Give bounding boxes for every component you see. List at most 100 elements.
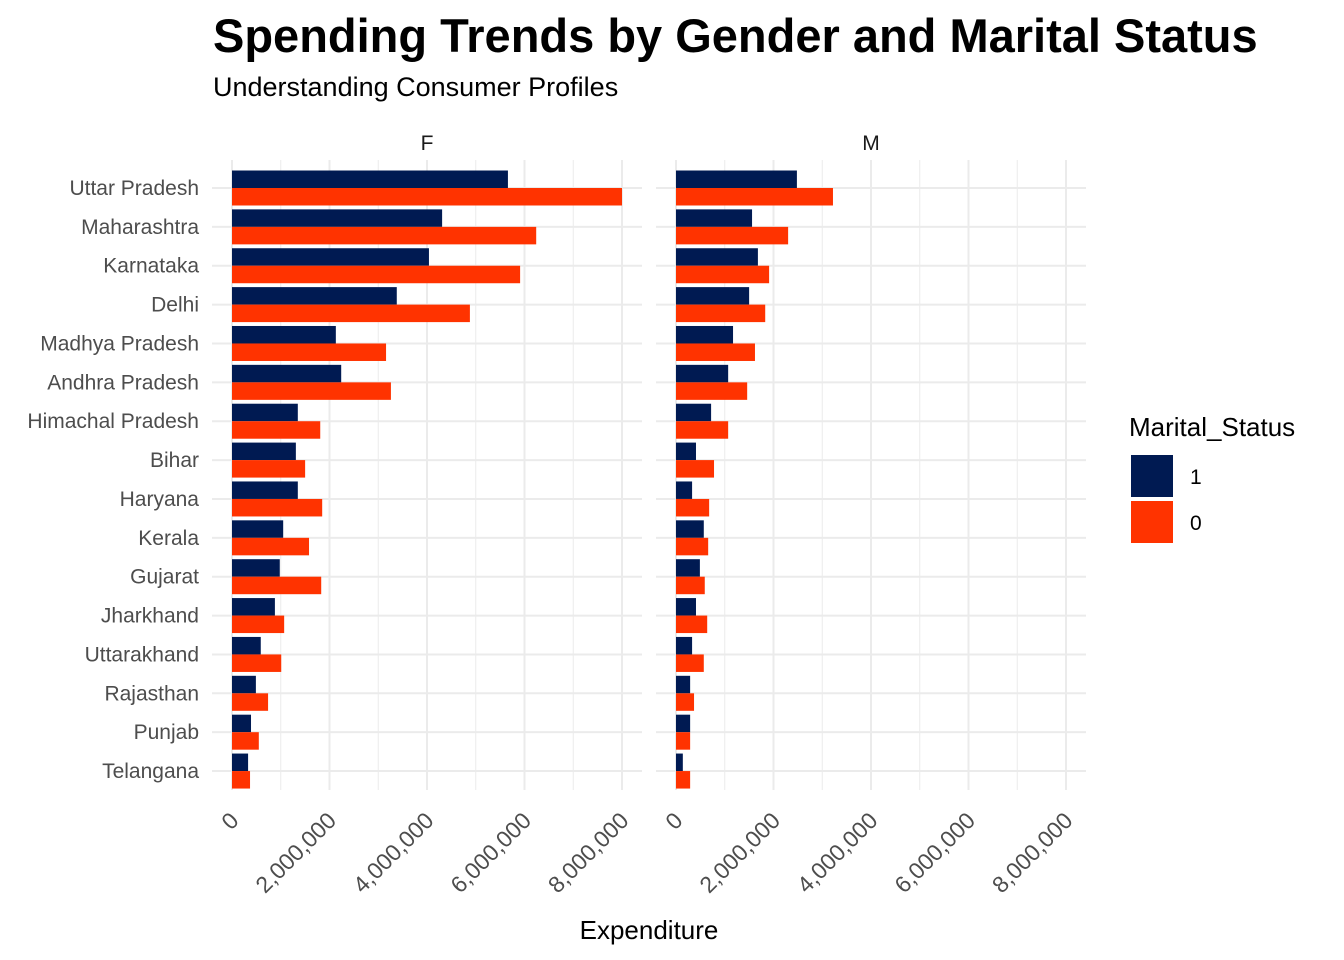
bar-F-status0-andhra-pradesh <box>232 382 391 400</box>
x-tick-label: 0 <box>660 807 687 834</box>
bar-F-status0-uttar-pradesh <box>232 188 622 206</box>
bar-M-status0-punjab <box>676 732 691 750</box>
y-tick-label: Uttarakhand <box>85 643 199 666</box>
bar-M-status0-madhya-pradesh <box>676 343 755 361</box>
bar-M-status0-gujarat <box>676 576 705 595</box>
bar-M-status0-uttarakhand <box>676 654 704 672</box>
facet-label-F: F <box>421 132 434 155</box>
bar-F-status1-uttarakhand <box>232 636 261 655</box>
bar-F-status0-maharashtra <box>232 226 537 245</box>
bar-F-status0-haryana <box>232 498 323 517</box>
bar-M-status1-punjab <box>676 714 691 733</box>
bar-F-status1-bihar <box>232 442 296 461</box>
bar-M-status1-madhya-pradesh <box>676 325 734 344</box>
bar-M-status1-telangana <box>676 753 683 772</box>
bar-F-status1-himachal-pradesh <box>232 403 298 422</box>
bar-F-status1-uttar-pradesh <box>232 170 508 188</box>
bar-F-status1-haryana <box>232 481 298 499</box>
y-tick-label: Madhya Pradesh <box>40 332 199 355</box>
x-tick-label: 4,000,000 <box>348 807 439 898</box>
bar-M-status1-uttar-pradesh <box>676 170 797 188</box>
bar-M-status0-delhi <box>676 304 766 323</box>
x-tick-label: 2,000,000 <box>694 807 785 898</box>
bar-M-status0-rajasthan <box>676 693 695 711</box>
bar-F-status0-uttarakhand <box>232 654 282 672</box>
legend-title: Marital_Status <box>1129 412 1296 442</box>
x-tick-label: 6,000,000 <box>445 807 536 898</box>
bar-M-status1-haryana <box>676 481 693 499</box>
bar-M-status1-maharashtra <box>676 209 753 227</box>
x-tick-label: 0 <box>216 807 243 834</box>
legend-label-married: 1 <box>1190 466 1202 489</box>
x-tick-label: 4,000,000 <box>792 807 883 898</box>
bar-M-status0-karnataka <box>676 265 770 284</box>
x-tick-label: 6,000,000 <box>889 807 980 898</box>
bar-M-status1-himachal-pradesh <box>676 403 712 422</box>
bar-M-status1-andhra-pradesh <box>676 364 729 383</box>
bar-M-status1-karnataka <box>676 248 758 266</box>
legend-key-married <box>1131 455 1173 497</box>
y-tick-label: Telangana <box>102 760 199 783</box>
bar-M-status0-maharashtra <box>676 226 789 245</box>
bar-M-status0-bihar <box>676 460 715 478</box>
chart-subtitle: Understanding Consumer Profiles <box>213 72 619 102</box>
bar-F-status1-kerala <box>232 520 284 538</box>
y-tick-label: Gujarat <box>130 566 199 589</box>
bar-F-status1-madhya-pradesh <box>232 325 336 344</box>
bar-F-status0-jharkhand <box>232 615 285 634</box>
x-axis-title: Expenditure <box>580 915 719 945</box>
bar-M-status1-kerala <box>676 520 704 538</box>
bar-M-status1-gujarat <box>676 559 700 577</box>
y-tick-label: Uttar Pradesh <box>69 177 199 200</box>
y-tick-label: Maharashtra <box>81 216 199 239</box>
bar-M-status0-telangana <box>676 771 691 789</box>
bar-F-status1-delhi <box>232 287 397 305</box>
bar-M-status1-jharkhand <box>676 598 696 616</box>
bar-F-status0-karnataka <box>232 265 521 284</box>
bar-M-status0-uttar-pradesh <box>676 188 833 206</box>
y-tick-label: Punjab <box>134 721 199 744</box>
bar-M-status0-himachal-pradesh <box>676 421 729 439</box>
chart-title: Spending Trends by Gender and Marital St… <box>213 9 1258 62</box>
bar-M-status0-jharkhand <box>676 615 708 634</box>
bar-M-status1-uttarakhand <box>676 636 693 655</box>
bar-M-status1-rajasthan <box>676 675 691 694</box>
y-tick-label: Jharkhand <box>101 605 199 628</box>
bar-F-status0-delhi <box>232 304 470 323</box>
facet-label-M: M <box>862 132 880 155</box>
x-tick-label: 8,000,000 <box>543 807 634 898</box>
bar-M-status0-haryana <box>676 498 710 517</box>
bar-F-status1-gujarat <box>232 559 280 577</box>
y-tick-label: Delhi <box>151 294 199 317</box>
bar-F-status1-rajasthan <box>232 675 256 694</box>
bar-F-status1-telangana <box>232 753 249 772</box>
bar-F-status1-maharashtra <box>232 209 443 227</box>
y-tick-label: Kerala <box>138 527 199 550</box>
bar-F-status1-jharkhand <box>232 598 275 616</box>
bar-M-status0-kerala <box>676 537 709 556</box>
bar-F-status1-andhra-pradesh <box>232 364 342 383</box>
x-tick-label: 2,000,000 <box>250 807 341 898</box>
y-tick-label: Andhra Pradesh <box>47 371 199 394</box>
bar-F-status0-kerala <box>232 537 310 556</box>
y-tick-label: Rajasthan <box>104 682 199 705</box>
y-tick-label: Karnataka <box>103 255 199 278</box>
bar-F-status0-gujarat <box>232 576 322 595</box>
bar-F-status0-punjab <box>232 732 259 750</box>
y-tick-label: Himachal Pradesh <box>27 410 199 433</box>
bar-F-status0-telangana <box>232 771 251 789</box>
bar-F-status0-himachal-pradesh <box>232 421 321 439</box>
y-tick-label: Bihar <box>150 449 199 472</box>
bar-F-status0-madhya-pradesh <box>232 343 387 361</box>
x-tick-label: 8,000,000 <box>987 807 1078 898</box>
bar-M-status0-andhra-pradesh <box>676 382 748 400</box>
bar-M-status1-delhi <box>676 287 750 305</box>
bar-M-status1-bihar <box>676 442 696 461</box>
bar-F-status1-punjab <box>232 714 252 733</box>
bar-F-status0-bihar <box>232 460 306 478</box>
legend-label-unmarried: 0 <box>1190 512 1202 535</box>
bar-F-status0-rajasthan <box>232 693 269 711</box>
bar-F-status1-karnataka <box>232 248 429 266</box>
legend-key-unmarried <box>1131 501 1173 543</box>
